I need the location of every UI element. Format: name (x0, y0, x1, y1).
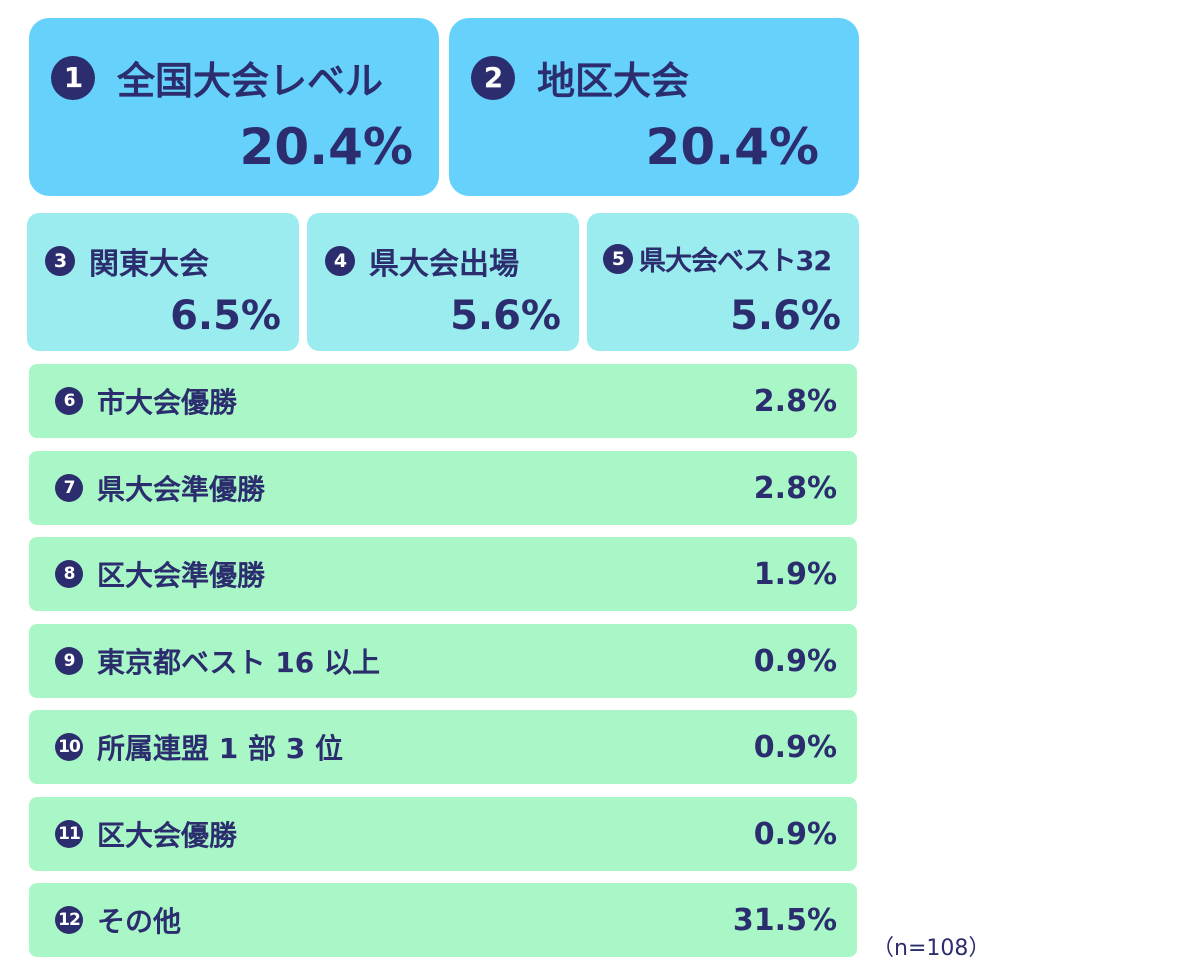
item-value: 5.6% (450, 293, 561, 339)
item-value: 0.9% (753, 816, 837, 852)
item-label: 県大会出場 (369, 247, 519, 282)
item-value: 0.9% (753, 729, 837, 765)
item-label: 東京都ベスト 16 以上 (97, 646, 381, 679)
item-row-9: 9 東京都ベスト 16 以上 0.9% (29, 624, 857, 698)
item-value: 20.4% (239, 118, 413, 176)
number-badge: 5 (603, 243, 633, 274)
item-label: 地区大会 (537, 59, 690, 103)
item-value: 6.5% (170, 293, 281, 339)
item-label: その他 (97, 905, 182, 938)
number-badge: 10 (55, 733, 83, 761)
item-card-5: 5 県大会ベスト32 5.6% (587, 213, 859, 351)
number-badge: 3 (45, 246, 75, 276)
item-label: 市大会優勝 (97, 386, 238, 419)
item-card-3: 3 関東大会 6.5% (27, 213, 299, 351)
number-badge: 11 (55, 820, 83, 848)
number-badge: 12 (55, 906, 83, 934)
number-badge: 9 (55, 647, 83, 675)
item-card-2: 2 地区大会 20.4% (449, 18, 859, 196)
item-row-12: 12 その他 31.5% (29, 883, 857, 957)
sample-size-note: （n=108） (872, 936, 991, 961)
item-value: 0.9% (753, 643, 837, 679)
number-badge: 1 (51, 55, 95, 100)
item-row-8: 8 区大会準優勝 1.9% (29, 537, 857, 611)
number-badge: 6 (55, 387, 83, 415)
item-value: 1.9% (753, 556, 837, 592)
item-row-10: 10 所属連盟 1 部 3 位 0.9% (29, 710, 857, 784)
item-value: 2.8% (753, 470, 837, 506)
item-label: 区大会準優勝 (97, 559, 266, 592)
item-row-6: 6 市大会優勝 2.8% (29, 364, 857, 438)
item-value: 2.8% (753, 383, 837, 419)
item-label: 全国大会レベル (117, 59, 384, 103)
item-label: 関東大会 (89, 247, 209, 282)
item-label: 所属連盟 1 部 3 位 (97, 732, 343, 765)
item-value: 31.5% (732, 902, 837, 938)
number-badge: 8 (55, 560, 83, 588)
item-value: 20.4% (645, 118, 819, 176)
number-badge: 2 (471, 55, 515, 100)
item-card-4: 4 県大会出場 5.6% (307, 213, 579, 351)
item-label: 区大会優勝 (97, 819, 238, 852)
item-row-11: 11 区大会優勝 0.9% (29, 797, 857, 871)
item-label: 県大会ベスト32 (639, 246, 832, 277)
item-row-7: 7 県大会準優勝 2.8% (29, 451, 857, 525)
item-value: 5.6% (730, 293, 841, 339)
item-label: 県大会準優勝 (97, 473, 266, 506)
item-card-1: 1 全国大会レベル 20.4% (29, 18, 439, 196)
number-badge: 4 (325, 246, 355, 276)
number-badge: 7 (55, 474, 83, 502)
